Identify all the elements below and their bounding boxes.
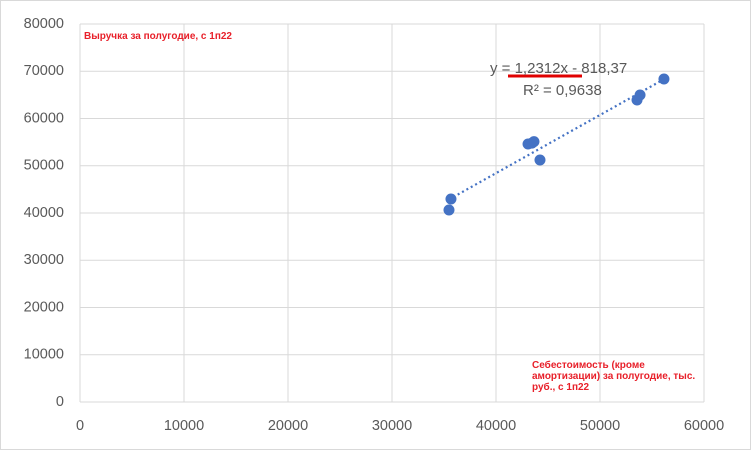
x-tick-label: 60000 — [684, 418, 724, 434]
point — [443, 204, 455, 216]
y-tick-label: 20000 — [24, 299, 64, 315]
y-tick-label: 50000 — [24, 158, 64, 174]
point — [445, 193, 457, 205]
x-tick-label: 20000 — [268, 418, 308, 434]
y-tick-label: 40000 — [24, 205, 64, 221]
x-tick-label: 50000 — [580, 418, 620, 434]
trendline-r2: R² = 0,9638 — [523, 82, 602, 99]
point — [658, 73, 670, 85]
y-tick-label: 80000 — [24, 16, 64, 32]
point — [528, 136, 540, 148]
y-tick-label: 30000 — [24, 252, 64, 268]
trendline-equation: y = 1,2312x - 818,37 — [490, 60, 627, 77]
x-tick-label: 10000 — [164, 418, 204, 434]
point — [534, 154, 546, 166]
x-tick-label: 40000 — [476, 418, 516, 434]
x-tick-label: 30000 — [372, 418, 412, 434]
point — [634, 89, 646, 101]
y-axis-title: Выручка за полугодие, с 1п22 — [84, 31, 232, 42]
x-axis-title: Себестоимость (кроме амортизации) за пол… — [532, 360, 696, 393]
trendline — [448, 78, 665, 201]
y-tick-label: 70000 — [24, 63, 64, 79]
y-tick-label: 60000 — [24, 110, 64, 126]
y-tick-label: 10000 — [24, 347, 64, 363]
y-tick-label: 0 — [56, 394, 64, 410]
x-tick-label: 0 — [76, 418, 84, 434]
